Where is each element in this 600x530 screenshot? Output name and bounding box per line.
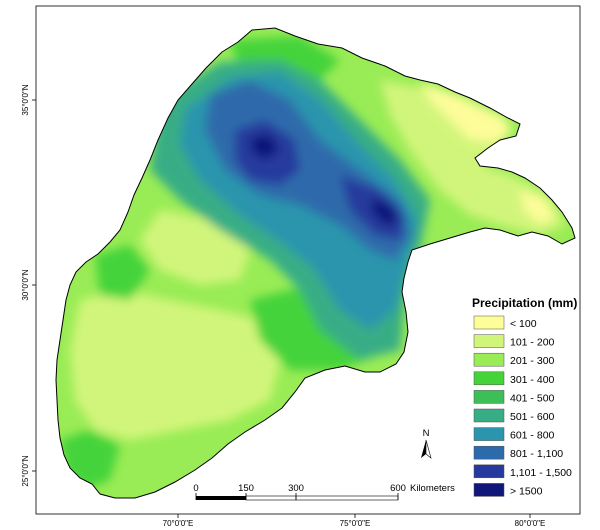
north-arrow-icon: N [421, 428, 432, 459]
scale-bar: 0 150 300 600 Kilometers [193, 483, 455, 501]
zone-101-200-south [70, 290, 280, 440]
legend-label-9: > 1500 [510, 485, 543, 497]
lon-label-70: 70°0'0"E [163, 519, 194, 528]
legend-swatch-3 [473, 371, 505, 386]
legend-swatch-0 [473, 315, 505, 330]
legend-swatch-8 [473, 464, 505, 479]
legend-label-3: 301 - 400 [510, 374, 555, 386]
legend-label-2: 201 - 300 [510, 355, 555, 367]
lat-label-25: 25°0'0"N [21, 455, 30, 486]
legend-label-1: 101 - 200 [510, 337, 555, 349]
zone-lt100-e [520, 190, 555, 224]
legend-swatch-6 [473, 427, 505, 441]
lat-label-30: 30°0'0"N [21, 269, 30, 300]
legend-swatch-2 [473, 352, 505, 367]
zone-gt1500-east [372, 198, 398, 225]
legend-label-8: 1,101 - 1,500 [510, 467, 572, 479]
lon-label-80: 80°0'0"E [515, 519, 546, 528]
legend-label-5: 501 - 600 [510, 411, 555, 423]
legend-swatch-5 [473, 408, 505, 423]
legend-items: < 100 101 - 200 201 - 300 301 - 400 401 - 50… [473, 315, 572, 497]
legend-swatch-7 [473, 445, 505, 460]
scale-unit: Kilometers [410, 483, 455, 494]
frame-ticks [32, 99, 531, 518]
lat-label-35: 35°0'0"N [21, 84, 30, 115]
zone-lt100-ne [420, 82, 512, 142]
legend-title: Precipitation (mm) [472, 296, 577, 310]
legend: Precipitation (mm) < 100 101 - 200 201 - 3… [472, 296, 577, 497]
legend-label-4: 401 - 500 [510, 392, 555, 404]
zone-gt1500-west [250, 134, 280, 160]
north-arrow-label: N [423, 428, 430, 439]
scale-label-300: 300 [288, 483, 304, 494]
zone-101-200-east [380, 80, 565, 235]
zone-301-400-west [95, 245, 150, 300]
legend-swatch-4 [473, 390, 505, 404]
scale-label-600: 600 [390, 483, 406, 494]
zone-101-200-central [140, 210, 250, 285]
legend-label-6: 601 - 800 [510, 430, 555, 442]
legend-label-0: < 100 [510, 318, 537, 330]
legend-swatch-1 [473, 334, 505, 348]
scale-label-150: 150 [238, 483, 254, 494]
lon-label-75: 75°0'0"E [340, 519, 371, 528]
legend-swatch-9 [473, 483, 505, 497]
scale-label-0: 0 [193, 483, 198, 494]
region-boundary [55, 27, 576, 499]
legend-label-7: 801 - 1,100 [510, 448, 563, 460]
